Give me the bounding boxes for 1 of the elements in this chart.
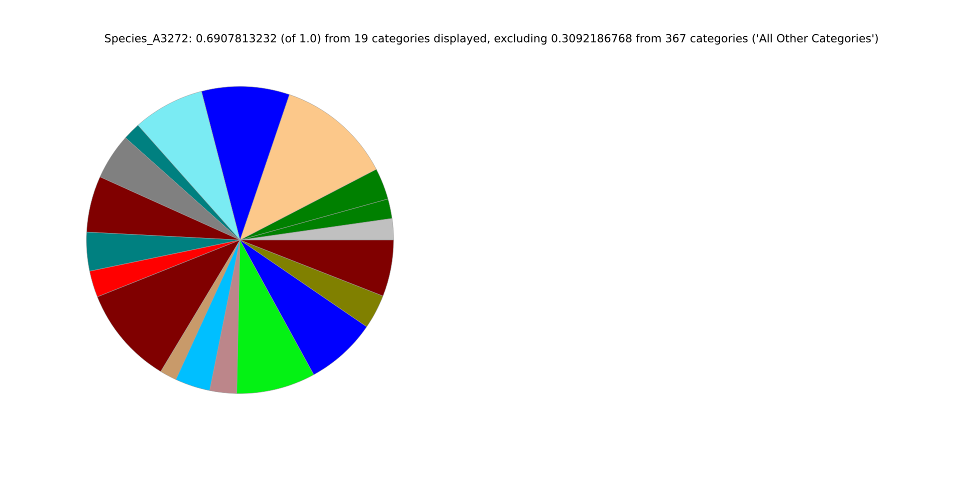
text: Species_A3272: 0.6907813232 (of 1.0) from 19 categories displayed, excluding 0.3092186768 from 367 categories ('All Other Categories') [105,34,878,45]
